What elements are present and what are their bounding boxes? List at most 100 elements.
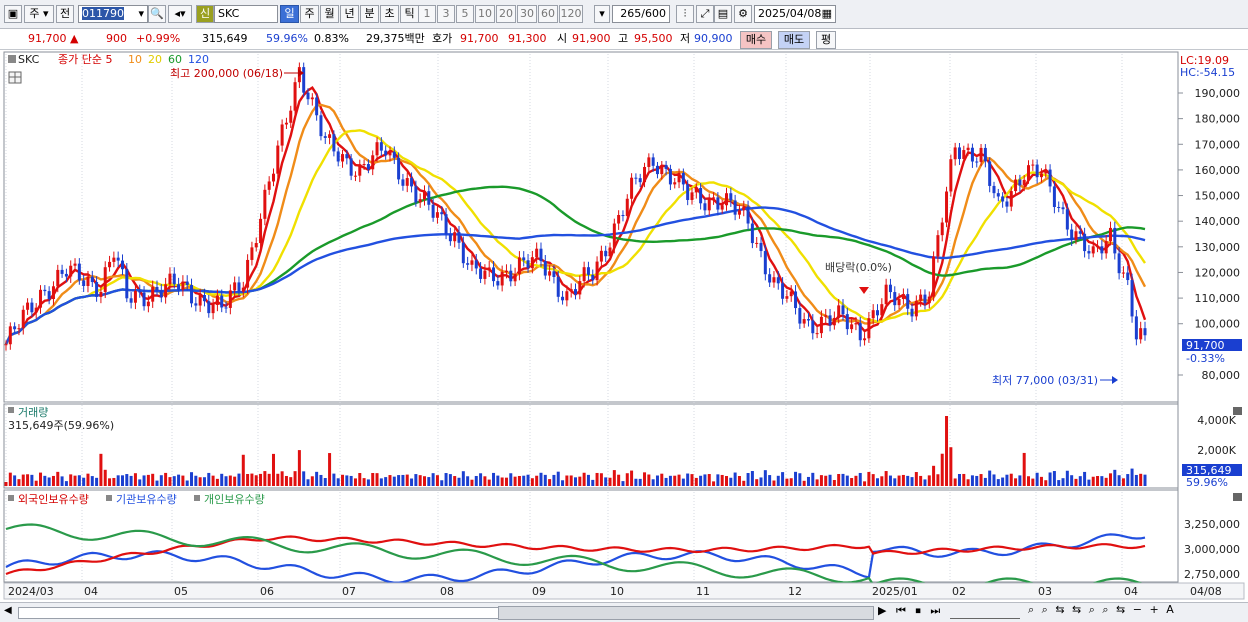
- candle-body: [569, 289, 573, 292]
- candle-body: [190, 284, 194, 304]
- scroll-track[interactable]: [18, 607, 500, 619]
- candle-body: [1052, 186, 1056, 208]
- candle-body: [401, 179, 405, 186]
- volume-bar: [345, 475, 349, 486]
- buy-button[interactable]: 매수: [740, 31, 772, 49]
- candle-body: [1027, 165, 1031, 180]
- volume-bar: [39, 472, 43, 486]
- tab-3[interactable]: 년: [340, 5, 359, 23]
- candle-body: [729, 193, 733, 201]
- candle-body: [138, 290, 142, 293]
- volume-bar: [233, 476, 237, 486]
- eval-button[interactable]: 평: [816, 31, 836, 49]
- x-tick-label: 04: [84, 585, 98, 598]
- scroll-left-icon[interactable]: ◀: [4, 605, 12, 616]
- minute-button-5[interactable]: 5: [456, 5, 474, 23]
- sell-button[interactable]: 매도: [778, 31, 810, 49]
- tab-5[interactable]: 초: [380, 5, 399, 23]
- candle-body: [850, 324, 854, 330]
- gear-icon[interactable]: ⚙: [734, 5, 752, 23]
- volume-bar: [1113, 469, 1117, 486]
- playback-controls[interactable]: ▶ ⏮ ⏹ ⏭: [878, 604, 944, 617]
- period-button[interactable]: 주 ▾: [24, 5, 54, 23]
- candle-body: [69, 265, 73, 277]
- minute-button-3[interactable]: 3: [437, 5, 455, 23]
- candle-body: [733, 200, 737, 215]
- candle-body: [582, 267, 586, 282]
- candle-body: [95, 282, 99, 297]
- volume-bar: [599, 473, 603, 486]
- volume-bar: [569, 475, 573, 486]
- save-icon[interactable]: ▤: [714, 5, 732, 23]
- volume-bar: [228, 475, 232, 486]
- code-input[interactable]: 011790 ▾: [78, 5, 148, 23]
- minute-button-10[interactable]: 10: [475, 5, 495, 23]
- volume-bar: [358, 473, 362, 486]
- scroll-thumb[interactable]: [498, 606, 874, 620]
- date-field[interactable]: 2025/04/08 ▦: [754, 5, 836, 23]
- dropdown-chevron-icon[interactable]: ▾: [594, 5, 610, 23]
- stock-name-field[interactable]: SKC: [214, 5, 278, 23]
- candle-body: [353, 175, 357, 177]
- tab-0[interactable]: 일: [280, 5, 299, 23]
- candle-body: [962, 150, 966, 160]
- candle-body: [988, 161, 992, 186]
- speaker-icon[interactable]: ◂▾: [168, 5, 192, 23]
- volume-bar: [806, 476, 810, 486]
- zoom-slider[interactable]: [950, 604, 1020, 619]
- candle-body: [621, 215, 625, 217]
- minute-button-60[interactable]: 60: [538, 5, 558, 23]
- candle-body: [392, 151, 396, 158]
- volume-bar: [1065, 470, 1069, 486]
- volume-bar: [172, 476, 176, 486]
- x-tick-label: 10: [610, 585, 624, 598]
- tab-2[interactable]: 월: [320, 5, 339, 23]
- tab-1[interactable]: 주: [300, 5, 319, 23]
- tab-6[interactable]: 틱: [400, 5, 419, 23]
- candle-body: [1039, 173, 1043, 178]
- candle-body: [686, 184, 690, 200]
- tool-icons[interactable]: ⌕ ⌕ ⇆ ⇆ ⌕ ⌕ ⇆ − + A: [1028, 603, 1176, 616]
- volume-bar: [457, 477, 461, 486]
- candle-body: [901, 294, 905, 300]
- volume-bar: [625, 473, 629, 486]
- candle-body: [220, 295, 224, 308]
- volume-bar: [353, 478, 357, 486]
- candle-body: [612, 223, 616, 248]
- search-icon[interactable]: 🔍: [148, 5, 166, 23]
- count-field[interactable]: 265/600: [612, 5, 670, 23]
- tab-4[interactable]: 분: [360, 5, 379, 23]
- candle-body: [241, 287, 245, 292]
- candle-body: [625, 198, 629, 217]
- volume-bar: [215, 478, 219, 486]
- candle-body: [863, 338, 867, 341]
- prev-button[interactable]: 전: [56, 5, 74, 23]
- candle-body: [888, 284, 892, 293]
- volume-bar: [410, 478, 414, 486]
- minute-button-20[interactable]: 20: [496, 5, 516, 23]
- minute-button-30[interactable]: 30: [517, 5, 537, 23]
- holdings-close-icon[interactable]: [1233, 493, 1242, 501]
- candle-body: [845, 314, 849, 330]
- volume-bar: [543, 474, 547, 486]
- candle-body: [1005, 201, 1009, 207]
- minute-button-1[interactable]: 1: [418, 5, 436, 23]
- candle-body: [552, 271, 556, 277]
- volume-bar: [120, 475, 124, 486]
- candle-body: [280, 124, 284, 146]
- window-icon[interactable]: ▣: [4, 5, 22, 23]
- volume-bar: [759, 477, 763, 486]
- volume-bar: [1005, 474, 1009, 486]
- candle-body: [940, 222, 944, 236]
- volume-close-icon[interactable]: [1233, 407, 1242, 415]
- volume-bar: [1018, 475, 1022, 486]
- volume-bar: [966, 479, 970, 486]
- candle-body: [867, 318, 871, 339]
- minute-button-120[interactable]: 120: [559, 5, 583, 23]
- volume-bar: [651, 479, 655, 486]
- volume-bar: [371, 472, 375, 486]
- draw-icon[interactable]: ⤢: [696, 5, 714, 23]
- candle-icon[interactable]: ⫶: [676, 5, 694, 23]
- stock-chart[interactable]: 190,000 180,000 170,000 160,000 150,000 140,0…: [0, 50, 1248, 602]
- candle-body: [932, 256, 936, 297]
